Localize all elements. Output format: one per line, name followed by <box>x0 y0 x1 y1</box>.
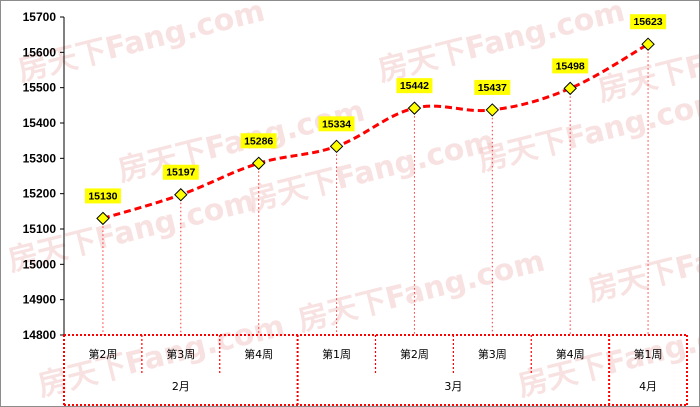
data-label-background <box>552 58 589 74</box>
data-label-background <box>162 164 199 180</box>
y-tick-label: 15300 <box>23 151 57 165</box>
y-tick-label: 15700 <box>23 10 57 24</box>
data-point-marker <box>485 103 500 117</box>
data-label-background <box>84 188 121 204</box>
data-label: 15334 <box>322 118 351 130</box>
category-label: 第2周 <box>400 347 429 361</box>
y-tick-label: 14900 <box>23 293 57 307</box>
y-tick-label: 15200 <box>23 187 57 201</box>
y-tick-label: 15600 <box>23 45 57 59</box>
data-point-marker <box>407 101 422 115</box>
category-label: 第3周 <box>478 347 507 361</box>
data-label: 15197 <box>166 167 195 179</box>
data-label: 15130 <box>88 190 117 202</box>
data-point-marker <box>251 156 266 170</box>
category-label: 第2周 <box>88 347 117 361</box>
watermark-text: 房天下Fang.com <box>514 309 699 404</box>
category-label: 第3周 <box>166 347 195 361</box>
data-label-background <box>396 78 433 94</box>
series-line <box>102 42 649 220</box>
data-label: 15623 <box>633 16 662 28</box>
category-label: 第4周 <box>244 347 273 361</box>
y-tick-label: 15500 <box>23 81 57 95</box>
data-point-marker <box>563 81 577 96</box>
month-label: 3月 <box>444 380 462 393</box>
data-label-background <box>474 79 511 95</box>
category-label: 第4周 <box>556 347 585 361</box>
month-label: 2月 <box>172 380 190 393</box>
watermark-text: 房天下Fang.com <box>474 84 699 179</box>
watermark-text: 房天下Fang.com <box>294 244 548 339</box>
y-tick-label: 15000 <box>23 257 57 271</box>
data-label-background <box>318 116 355 132</box>
data-label: 15286 <box>244 135 273 147</box>
data-label-background <box>240 133 277 149</box>
data-label: 15442 <box>400 80 429 92</box>
watermark-text: 房天下Fang.com <box>374 1 628 89</box>
y-tick-label: 15100 <box>23 222 57 236</box>
data-point-marker <box>96 211 110 226</box>
data-label-background <box>630 14 667 30</box>
data-label: 15498 <box>556 60 585 72</box>
y-tick-label: 14800 <box>23 328 57 342</box>
data-point-marker <box>329 139 344 154</box>
watermark-text: 房天下Fang.com <box>584 214 699 309</box>
y-tick-label: 15400 <box>23 116 57 130</box>
data-label: 15437 <box>478 82 507 94</box>
data-point-marker <box>174 188 188 202</box>
data-point-marker <box>641 37 655 51</box>
category-label: 第1周 <box>634 347 663 361</box>
month-label: 4月 <box>639 380 657 393</box>
category-label: 第1周 <box>322 347 351 361</box>
